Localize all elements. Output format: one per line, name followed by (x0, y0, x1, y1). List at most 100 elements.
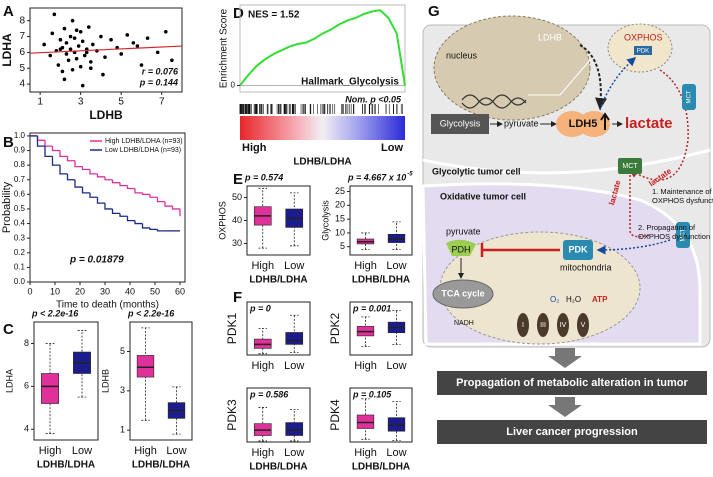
x-axis-label: LDHB/LDHA (249, 462, 307, 473)
p-label: p = 0.001 (352, 303, 391, 313)
mct-label: MCT (687, 90, 693, 103)
point (84, 50, 89, 55)
step (119, 213, 128, 217)
note: 1. Maintenance of (652, 187, 713, 196)
p-label: p = 4.667 x 10 (347, 172, 406, 182)
panel-label: G (428, 3, 440, 20)
membrane (422, 148, 711, 175)
point (170, 58, 174, 63)
point (135, 44, 140, 48)
annotation: p = 0.144 (139, 77, 178, 87)
x-tick-label: High (134, 445, 157, 457)
y-tick-label: 0.5 (14, 204, 26, 213)
x-tick-label: 7 (159, 97, 165, 108)
point (145, 36, 150, 40)
arrow (579, 44, 608, 110)
plot-frame (239, 4, 406, 93)
point (76, 44, 81, 48)
y-tick-label: 15 (335, 213, 345, 223)
point (42, 42, 46, 47)
plot-frame (246, 387, 311, 443)
mct-label: MCT (681, 228, 687, 241)
x-tick-label: Low (166, 445, 186, 457)
whisker (45, 343, 55, 434)
box (136, 355, 155, 378)
tca-label: TCA cycle (441, 288, 484, 298)
x-tick-label: High (39, 445, 62, 457)
x-tick-label: Low (386, 447, 406, 459)
mct-label: MCT (622, 163, 638, 170)
x-tick-label: Low (386, 360, 406, 372)
x-tick-label: High (354, 447, 377, 459)
y-axis-label: Glycolysis (320, 200, 330, 241)
y-tick-label: 0.7 (14, 175, 26, 184)
glycolysis-box (431, 114, 489, 134)
x-axis-label: LDHB/LDHA (132, 460, 190, 471)
x-tick-label: Low (284, 447, 304, 459)
mct (682, 84, 696, 110)
step (51, 146, 60, 152)
y-axis-label: Enrichment Score (219, 8, 230, 88)
step (51, 156, 60, 166)
point (56, 63, 61, 67)
point (62, 77, 67, 82)
gene-label: LDHB (538, 32, 562, 42)
whisker (258, 328, 268, 355)
point (64, 41, 69, 45)
annotation: Nom. p <0.05 (345, 94, 402, 104)
plot-frame (29, 7, 183, 93)
y-tick-label: 0.6 (14, 189, 26, 198)
plot-frame (349, 387, 413, 443)
plot-frame (29, 132, 186, 283)
step (74, 179, 83, 188)
rank-heatmap (240, 116, 405, 140)
step (66, 156, 75, 162)
point (64, 52, 69, 56)
y-tick-label: 20 (335, 200, 345, 210)
arrow (628, 69, 689, 181)
point (60, 69, 65, 74)
y-tick-label: 40 (232, 215, 242, 225)
step (126, 216, 135, 222)
p-label: p = 0 (249, 303, 271, 313)
step (36, 135, 45, 147)
step (96, 197, 105, 204)
step (171, 206, 180, 210)
y-tick-label: 6 (24, 381, 29, 391)
point (62, 26, 67, 31)
x-tick-label: 60 (175, 286, 185, 296)
nucleus-label: nucleus (446, 50, 478, 60)
step (66, 173, 75, 181)
bar-label: Low (381, 142, 403, 154)
step (74, 160, 83, 168)
complex (577, 313, 589, 337)
point (48, 53, 53, 58)
lactate-label: lactate (625, 115, 673, 132)
x-tick-label: High (251, 360, 274, 372)
point (131, 41, 136, 45)
y-tick-label: 1.0 (14, 131, 26, 140)
point (58, 47, 63, 52)
whisker (392, 221, 401, 250)
step (149, 194, 158, 198)
point (103, 55, 107, 59)
point (50, 31, 55, 36)
y-axis-label: LDHA (0, 33, 14, 67)
plot-frame (33, 321, 99, 441)
y-tick-label: 25 (335, 186, 345, 196)
y-tick-label: 6 (19, 47, 25, 58)
bar-label: High (242, 142, 267, 154)
y-tick-label: 4 (24, 424, 29, 434)
y-axis-label: LDHA (4, 369, 14, 393)
pdh-label: PDH (451, 244, 470, 254)
p-label: p = 0.574 (244, 172, 283, 182)
chart-title: Hallmark_Glycolysis (301, 77, 399, 88)
glycolysis-label: Glycolysis (440, 118, 481, 128)
panel-label: F (233, 289, 242, 306)
step (89, 192, 98, 198)
x-tick-label: 20 (75, 286, 85, 296)
step (89, 169, 98, 175)
x-tick-label: High (251, 447, 274, 459)
oxphos-label: OXPHOS (624, 32, 663, 42)
step (141, 223, 150, 229)
